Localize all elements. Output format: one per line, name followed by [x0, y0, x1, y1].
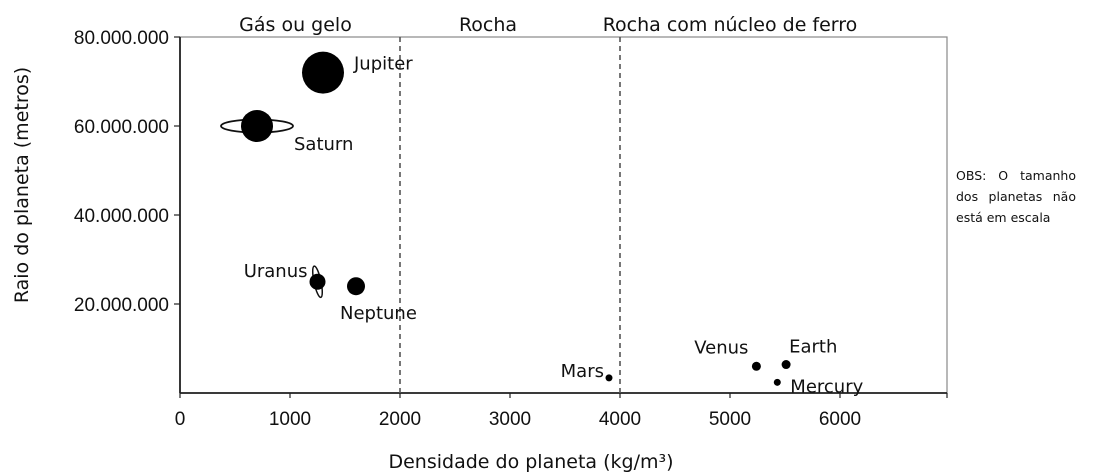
x-tick-label-4: 4000 — [599, 409, 641, 430]
y-tick-label-2: 60.000.000 — [74, 117, 169, 138]
x-tick-label-3: 3000 — [489, 409, 531, 430]
x-tick-label-1: 1000 — [269, 409, 311, 430]
planet-label-jupiter: Jupiter — [353, 54, 413, 75]
planet-label-neptune: Neptune — [340, 303, 417, 324]
y-tick-label-1: 40.000.000 — [74, 206, 169, 227]
planet-marker-earth — [781, 360, 791, 370]
region-labels: Gás ou gelo Rocha Rocha com núcleo de ferr… — [239, 14, 857, 36]
x-tick-label-2: 2000 — [379, 409, 421, 430]
planet-label-saturn: Saturn — [294, 134, 353, 155]
planet-points: Jupiter Saturn Uranus Neptune Mars Venus Earth… — [220, 51, 864, 397]
scale-note: OBS: O tamanho dos planetas não está em … — [956, 168, 1076, 225]
planet-label-uranus: Uranus — [244, 261, 308, 282]
planet-jupiter: Jupiter — [302, 51, 413, 94]
region-label-1: Rocha — [459, 14, 517, 36]
planet-earth: Earth — [781, 337, 837, 370]
x-tick-label-0: 0 — [175, 409, 186, 430]
planet-marker-saturn — [241, 110, 273, 142]
planet-marker-neptune — [347, 277, 365, 296]
planet-label-mercury: Mercury — [790, 376, 863, 397]
x-axis-title: Densidade do planeta (kg/m³) — [388, 451, 673, 473]
planet-marker-uranus — [309, 273, 326, 290]
planet-mars: Mars — [561, 361, 613, 382]
region-dividers — [399, 37, 621, 393]
region-label-0: Gás ou gelo — [239, 14, 352, 36]
y-axis-ticks: 20.000.000 40.000.000 60.000.000 80.000.000 — [74, 28, 180, 316]
x-axis-ticks: 0 1000 2000 3000 4000 5000 6000 — [175, 393, 948, 430]
y-tick-label-0: 20.000.000 — [74, 295, 169, 316]
planet-venus: Venus — [694, 337, 761, 371]
planet-marker-jupiter — [302, 51, 344, 94]
planet-marker-mars — [605, 374, 613, 382]
planet-label-mars: Mars — [561, 361, 604, 382]
planet-uranus: Uranus — [244, 261, 326, 299]
planet-mercury: Mercury — [773, 376, 864, 397]
x-tick-label-6: 6000 — [819, 409, 861, 430]
region-label-2: Rocha com núcleo de ferro — [603, 14, 858, 36]
y-axis-title: Raio do planeta (metros) — [11, 67, 33, 303]
planet-label-venus: Venus — [694, 337, 748, 358]
planet-label-earth: Earth — [789, 337, 837, 358]
y-tick-label-3: 80.000.000 — [74, 28, 169, 49]
x-tick-label-5: 5000 — [709, 409, 751, 430]
planet-marker-mercury — [773, 378, 781, 386]
planet-marker-venus — [751, 361, 761, 371]
planet-saturn: Saturn — [220, 110, 353, 155]
planet-neptune: Neptune — [340, 277, 417, 324]
